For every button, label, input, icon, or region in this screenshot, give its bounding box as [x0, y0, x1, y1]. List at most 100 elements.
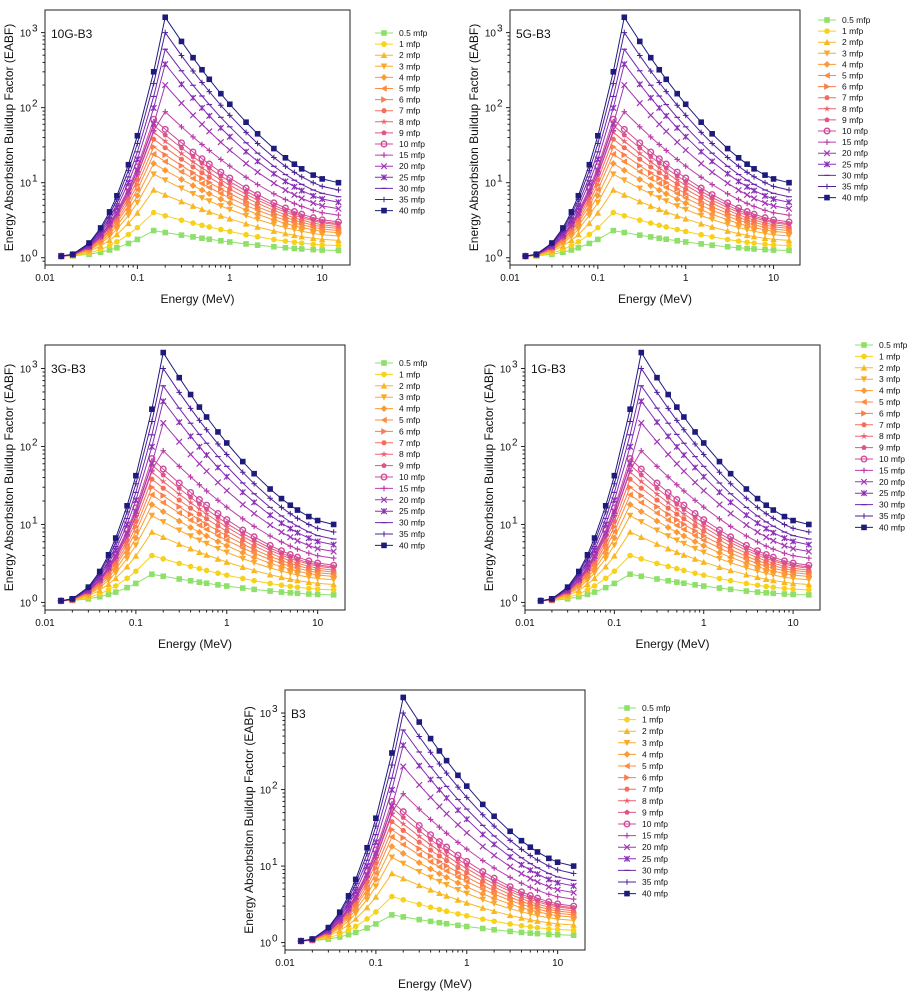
- panel-title: 10G-B3: [51, 27, 93, 41]
- data-point: [203, 414, 210, 420]
- x-tick-label: 1: [701, 618, 707, 629]
- legend-marker: [380, 51, 388, 58]
- legend-label: 7 mfp: [642, 784, 664, 794]
- legend-label: 35 mfp: [642, 877, 668, 887]
- data-point: [637, 499, 645, 506]
- legend-label: 20 mfp: [399, 495, 425, 505]
- data-point: [638, 349, 645, 356]
- data-point: [399, 875, 407, 882]
- data-point: [239, 516, 246, 522]
- data-point: [306, 585, 312, 592]
- legend-marker: [824, 95, 830, 101]
- legend-marker: [860, 376, 868, 383]
- data-point: [196, 565, 203, 572]
- data-point: [584, 551, 591, 558]
- data-point: [691, 479, 699, 486]
- data-point: [609, 115, 617, 123]
- legend-label: 3 mfp: [879, 374, 901, 384]
- data-point: [389, 762, 395, 768]
- data-point: [534, 849, 541, 855]
- data-point: [443, 873, 450, 881]
- data-point: [199, 174, 206, 182]
- data-point: [724, 170, 731, 177]
- data-point: [294, 584, 301, 591]
- data-point: [662, 198, 670, 205]
- data-point: [298, 173, 305, 180]
- data-point: [656, 121, 663, 128]
- data-point: [786, 179, 792, 186]
- legend-marker: [624, 879, 630, 885]
- data-point: [455, 869, 462, 876]
- data-point: [762, 179, 768, 186]
- y-tick-label: 10: [500, 520, 512, 531]
- data-point: [724, 154, 731, 161]
- panel-title: 3G-B3: [51, 362, 86, 376]
- data-point: [291, 191, 298, 199]
- data-point: [785, 198, 793, 206]
- data-point: [436, 748, 443, 754]
- data-point: [479, 925, 486, 932]
- data-point: [763, 543, 769, 549]
- data-point: [266, 571, 274, 578]
- data-point: [770, 529, 777, 536]
- data-point: [198, 104, 206, 112]
- data-point: [610, 227, 617, 234]
- data-point: [454, 886, 462, 894]
- data-point: [223, 572, 230, 578]
- data-point: [674, 481, 680, 488]
- data-point: [254, 242, 261, 248]
- data-point: [415, 869, 423, 876]
- data-point: [506, 863, 514, 870]
- data-point: [554, 916, 561, 923]
- legend-label: 0.5 mfp: [879, 340, 908, 350]
- data-point: [190, 169, 197, 177]
- data-point: [664, 533, 672, 540]
- data-point: [620, 166, 628, 174]
- data-point: [298, 210, 306, 218]
- data-point: [673, 443, 681, 450]
- legend-marker: [381, 152, 387, 158]
- data-point: [626, 491, 633, 499]
- data-point: [239, 537, 246, 543]
- legend-label: 3 mfp: [399, 61, 421, 71]
- legend-marker: [624, 705, 630, 711]
- data-point: [602, 555, 610, 562]
- data-point: [806, 521, 812, 528]
- data-point: [681, 414, 687, 420]
- data-point: [291, 161, 298, 167]
- data-point: [271, 236, 277, 243]
- data-point: [196, 404, 203, 410]
- data-point: [223, 558, 231, 565]
- legend-marker: [861, 422, 867, 428]
- data-point: [105, 580, 112, 588]
- data-point: [663, 236, 670, 243]
- data-point: [680, 501, 688, 509]
- data-point: [805, 561, 813, 569]
- data-point: [763, 510, 769, 517]
- data-point: [716, 585, 723, 591]
- data-point: [724, 213, 731, 220]
- data-point: [318, 195, 326, 203]
- data-point: [278, 528, 285, 536]
- legend-marker: [624, 890, 630, 897]
- data-point: [176, 576, 183, 582]
- data-point: [673, 203, 681, 210]
- data-point: [769, 553, 777, 561]
- data-point: [455, 922, 461, 929]
- data-point: [415, 882, 423, 889]
- data-point: [161, 166, 169, 174]
- data-point: [400, 763, 407, 770]
- data-point: [161, 177, 169, 184]
- y-tick-exponent: 0: [512, 593, 518, 604]
- data-point: [490, 841, 498, 848]
- data-point: [58, 597, 64, 604]
- data-point: [319, 247, 325, 253]
- data-point: [335, 237, 342, 244]
- y-tick-label: 10: [485, 29, 497, 40]
- data-point: [203, 540, 210, 547]
- data-point: [427, 816, 434, 823]
- data-point: [591, 535, 598, 541]
- data-point: [176, 418, 183, 426]
